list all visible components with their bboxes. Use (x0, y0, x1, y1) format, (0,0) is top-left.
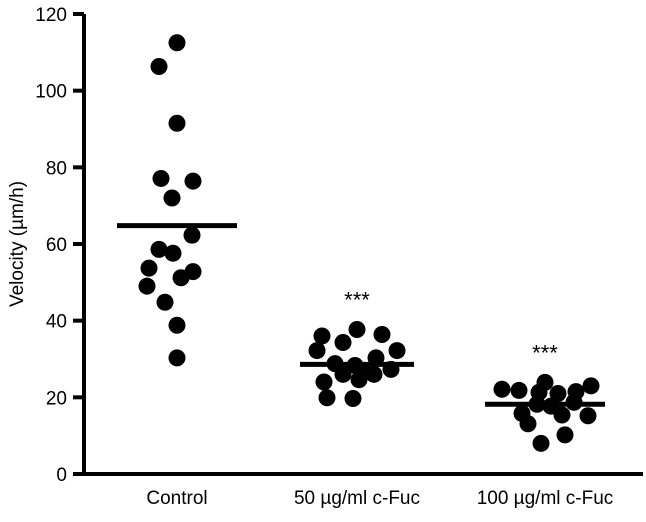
data-point (348, 320, 366, 338)
data-point (388, 342, 406, 360)
data-point (510, 381, 528, 399)
data-point (168, 34, 186, 52)
data-point (553, 406, 571, 424)
data-point (140, 259, 158, 277)
data-point (549, 385, 567, 402)
data-point (183, 226, 201, 244)
x-category-label: 100 µg/ml c-Fuc (477, 488, 614, 509)
x-category-label: 50 µg/ml c-Fuc (294, 488, 420, 509)
data-point (315, 373, 333, 391)
data-point (493, 380, 511, 398)
data-point (365, 365, 383, 383)
data-point (556, 426, 574, 444)
significance-marker: *** (532, 340, 558, 365)
data-point (582, 377, 600, 395)
data-point (138, 277, 156, 295)
mean-lines (117, 223, 605, 407)
data-point (318, 389, 336, 407)
data-point (313, 327, 331, 345)
data-point (350, 371, 368, 389)
data-point (164, 244, 182, 262)
y-axis-label: Velocity (µm/h) (7, 181, 28, 307)
data-point (334, 334, 352, 352)
y-tick-label: 20 (46, 388, 67, 409)
y-tick-label: 120 (35, 5, 67, 26)
data-point (308, 342, 326, 360)
data-point (163, 189, 181, 207)
data-points (138, 34, 600, 452)
significance-marker: *** (344, 287, 370, 312)
data-point (156, 293, 174, 311)
y-tick-label: 40 (46, 312, 67, 333)
y-tick-label: 100 (35, 82, 67, 103)
significance-annotations: *** *** (344, 287, 558, 365)
data-point (172, 269, 190, 287)
data-point (168, 316, 186, 334)
data-point (344, 389, 362, 407)
y-ticks: 0 20 40 60 80 100 120 (35, 5, 84, 486)
data-point (150, 58, 168, 76)
data-point (519, 415, 537, 433)
data-point (184, 172, 202, 190)
x-category-labels: Control 50 µg/ml c-Fuc 100 µg/ml c-Fuc (146, 488, 613, 509)
y-tick-label: 0 (56, 465, 67, 486)
data-point (168, 114, 186, 132)
data-point (334, 365, 352, 383)
data-point (152, 169, 170, 187)
y-tick-label: 80 (46, 158, 67, 179)
data-point (373, 325, 391, 343)
x-category-label: Control (146, 488, 207, 509)
data-point (579, 407, 597, 425)
data-point (150, 240, 168, 258)
y-tick-label: 60 (46, 235, 67, 256)
data-point (168, 349, 186, 367)
data-point (532, 434, 550, 452)
